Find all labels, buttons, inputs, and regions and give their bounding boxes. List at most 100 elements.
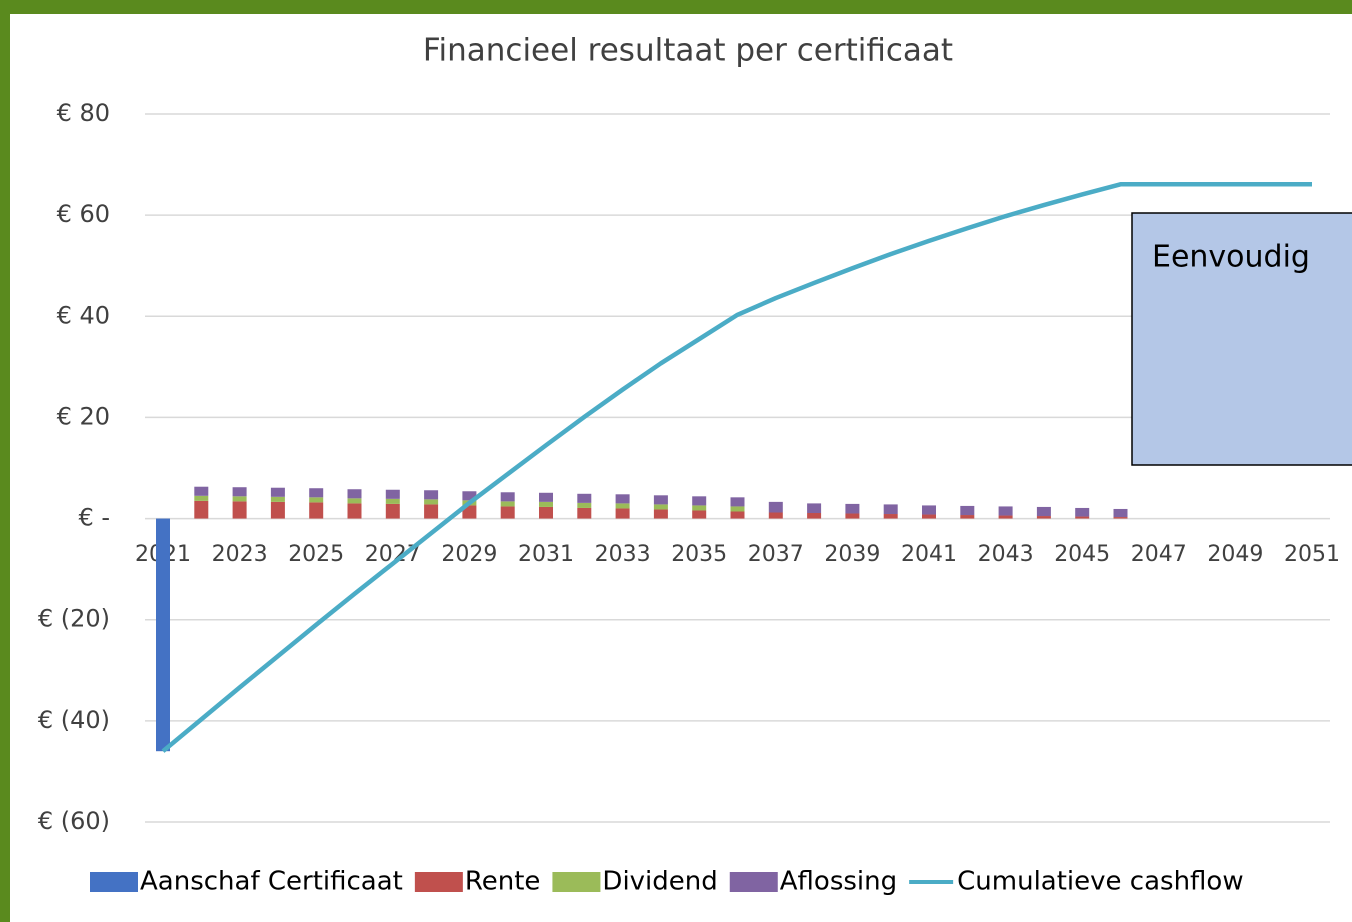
bar: [845, 503, 860, 514]
legend-swatch: [552, 872, 601, 892]
x-tick-label: 2041: [901, 542, 957, 567]
bar: [385, 489, 400, 499]
x-tick-label: 2023: [212, 542, 268, 567]
bar: [270, 487, 285, 497]
bar: [692, 510, 707, 519]
x-tick-label: 2051: [1284, 542, 1340, 567]
chart-area: [10, 14, 1352, 922]
bar: [615, 508, 630, 519]
bar: [500, 506, 515, 519]
bar: [922, 514, 936, 519]
legend-label: Aflossing: [780, 867, 897, 897]
x-tick-label: 2039: [824, 542, 880, 567]
y-tick-label: € 80: [57, 99, 110, 127]
bar: [462, 505, 477, 519]
legend-label: Dividend: [602, 867, 717, 897]
bar: [653, 509, 668, 519]
y-tick-label: € 20: [57, 402, 110, 430]
y-tick-label: € (40): [38, 706, 110, 734]
plot: € (60) € (40) € (20) € - € 20 € 40 € 60 € 80 202…: [38, 99, 1340, 835]
bar: [1036, 516, 1051, 519]
bar: [1036, 506, 1051, 517]
bar: [500, 492, 515, 502]
text-box-text: Eenvoudig: [1152, 240, 1310, 275]
text-box: [1131, 212, 1352, 466]
bar: [270, 496, 285, 502]
legend-swatch: [414, 872, 463, 892]
bar: [462, 491, 477, 501]
bar: [692, 505, 707, 511]
bar: [653, 504, 668, 510]
x-tick-label: 2025: [288, 542, 344, 567]
bar: [883, 514, 898, 519]
legend-swatch: [729, 872, 778, 892]
y-tick-label: € 60: [57, 200, 110, 228]
line: [161, 182, 1312, 753]
bar: [615, 494, 630, 504]
x-tick-label: 2029: [441, 542, 497, 567]
bar: [1113, 508, 1128, 518]
bar: [577, 493, 592, 503]
bar: [730, 506, 745, 512]
x-tick-label: 2037: [748, 542, 804, 567]
bar: [232, 501, 247, 519]
legend-label: Cumulatieve cashflow: [957, 867, 1243, 897]
bar: [500, 501, 515, 507]
bar: [730, 511, 745, 519]
bar: [960, 515, 975, 519]
legend-label: Aanschaf Certificaat: [140, 867, 403, 897]
bar: [270, 501, 285, 519]
bar: [309, 502, 324, 519]
y-tick-label: € -: [78, 504, 110, 532]
x-tick-label: 2045: [1054, 542, 1110, 567]
legend-label: Rente: [465, 867, 541, 897]
bar: [577, 507, 592, 519]
x-tick-label: 2049: [1207, 542, 1263, 567]
bar: [309, 488, 324, 498]
bar: [347, 503, 362, 519]
chart-title: Financieel resultaat per certificaat: [423, 33, 953, 69]
bar: [424, 490, 439, 500]
bar: [194, 495, 209, 501]
bar: [156, 518, 170, 752]
bar: [424, 499, 439, 505]
bar: [807, 503, 822, 514]
bar: [539, 501, 553, 507]
bar: [998, 515, 1013, 519]
bar: [1075, 507, 1090, 517]
bar: [424, 504, 439, 519]
bar: [347, 498, 362, 504]
legend-swatch: [90, 872, 138, 892]
bar: [385, 503, 400, 519]
x-tick-label: 2035: [671, 542, 727, 567]
y-tick-label: € 40: [57, 301, 110, 329]
bar: [1113, 517, 1128, 519]
bar: [232, 496, 247, 502]
bar: [807, 513, 822, 519]
bar: [768, 512, 783, 519]
bar: [385, 498, 400, 504]
bar: [692, 496, 707, 506]
bar: [194, 500, 209, 519]
x-tick-label: 2047: [1131, 542, 1187, 567]
y-tick-label: € (60): [38, 807, 110, 835]
bar: [194, 486, 209, 496]
bar: [653, 495, 668, 505]
bar: [883, 504, 898, 515]
bar: [232, 487, 247, 497]
bar: [615, 503, 630, 509]
bar: [539, 506, 553, 519]
bar: [577, 502, 592, 508]
bar: [998, 506, 1013, 516]
bar: [309, 497, 324, 503]
bar: [845, 513, 860, 519]
bar: [539, 492, 553, 502]
bar: [768, 501, 783, 513]
bar: [730, 497, 745, 507]
x-tick-label: 2043: [978, 542, 1034, 567]
bar: [922, 505, 936, 515]
bar: [347, 489, 362, 499]
x-tick-label: 2031: [518, 542, 574, 567]
